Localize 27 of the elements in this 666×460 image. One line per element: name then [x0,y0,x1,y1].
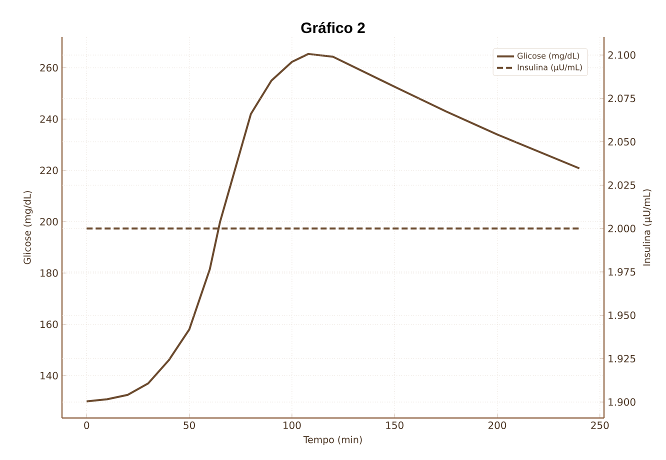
chart-title: Gráfico 2 [301,22,365,34]
y2-tick-label: 2.000 [608,224,636,232]
x-axis-title: Tempo (min) [303,436,362,446]
y2-tick-label: 1.925 [608,354,636,362]
y2-tick-label: 1.975 [608,268,636,276]
y2-axis-title: Insulina (µU/mL) [642,189,652,266]
y-axis-title: Glicose (mg/dL) [23,191,33,264]
y-tick-label: 140 [40,372,58,380]
y-tick-label: 200 [40,218,58,226]
y2-tick-label: 2.025 [608,181,636,189]
y-tick-label: 220 [40,166,58,174]
y2-tick-label: 2.075 [608,94,636,102]
x-tick-label: 50 [184,422,195,430]
y2-tick-label: 1.950 [608,312,636,320]
y-tick-label: 180 [40,269,58,277]
line-series [86,52,580,402]
y-tick-label: 160 [40,320,58,328]
y-tick-label: 240 [40,115,58,123]
x-tick-label: 0 [84,422,90,430]
y2-tick-label: 2.100 [608,51,636,59]
y2-tick-label: 1.900 [608,398,636,406]
x-tick-label: 100 [284,422,301,430]
x-tick-label: 150 [386,422,404,430]
y2-tick-label: 2.050 [608,138,636,146]
x-tick-label: 250 [591,422,609,430]
y-tick-label: 260 [40,64,58,72]
x-tick-label: 200 [488,422,506,430]
